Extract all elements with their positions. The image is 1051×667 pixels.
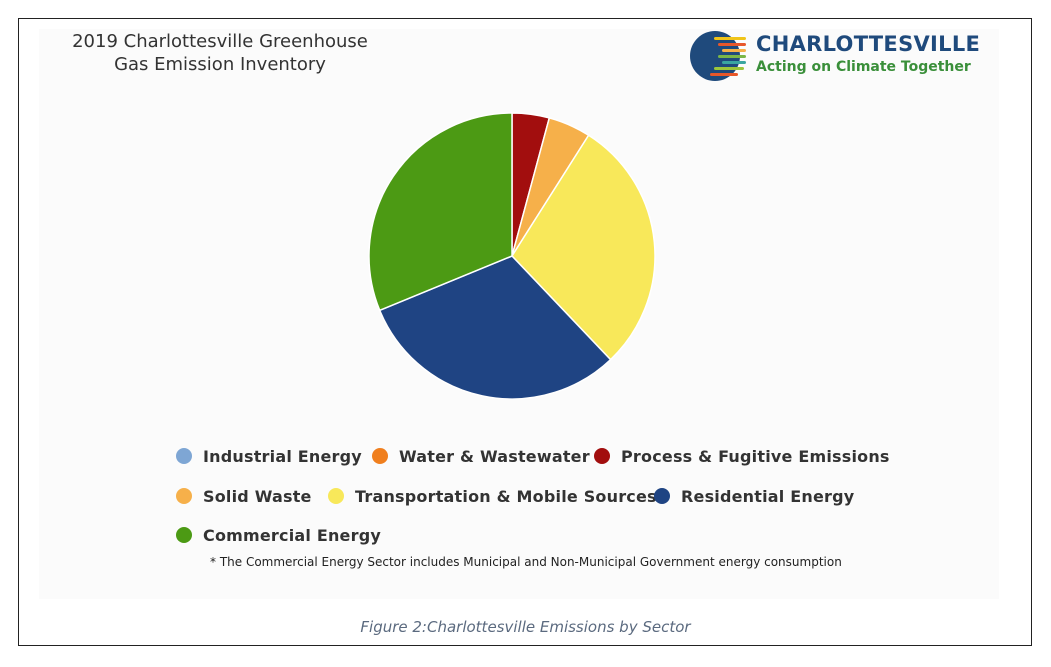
legend-swatch [654, 488, 670, 504]
pie-slice-transportation-mobile-sources[interactable] [511, 134, 656, 361]
legend-swatch [176, 448, 192, 464]
legend-swatch [176, 488, 192, 504]
legend-item-solid-waste[interactable]: Solid Waste [176, 485, 312, 507]
logo-tagline: Acting on Climate Together [756, 59, 971, 75]
charlottesville-logo: CHARLOTTESVILLE Acting on Climate Togeth… [688, 28, 981, 84]
legend-swatch [176, 527, 192, 543]
legend-label: Commercial Energy [203, 525, 381, 545]
pie-slice-commercial-energy[interactable] [368, 112, 513, 312]
legend-label: Solid Waste [203, 486, 312, 506]
legend-item-transportation-mobile-sources[interactable]: Transportation & Mobile Sources [328, 485, 657, 507]
legend-item-residential-energy[interactable]: Residential Energy [654, 485, 854, 507]
logo-globe-icon [690, 31, 746, 81]
logo-name: CHARLOTTESVILLE [756, 32, 981, 56]
legend-item-industrial-energy[interactable]: Industrial Energy [176, 445, 362, 467]
legend-label: Transportation & Mobile Sources [355, 486, 657, 506]
legend-item-commercial-energy[interactable]: Commercial Energy [176, 524, 381, 546]
legend-swatch [328, 488, 344, 504]
figure-caption: Figure 2:Charlottesville Emissions by Se… [360, 618, 691, 636]
legend-swatch [372, 448, 388, 464]
chart-title-line-2: Gas Emission Inventory [114, 54, 326, 75]
legend-label: Industrial Energy [203, 446, 362, 466]
legend-item-process-fugitive-emissions[interactable]: Process & Fugitive Emissions [594, 445, 890, 467]
legend-swatch [594, 448, 610, 464]
chart-title-line-1: 2019 Charlottesville Greenhouse [72, 31, 368, 52]
footnote: * The Commercial Energy Sector includes … [210, 555, 842, 569]
pie-slice-residential-energy[interactable] [378, 255, 612, 400]
legend-label: Water & Wastewater [399, 446, 590, 466]
legend-label: Process & Fugitive Emissions [621, 446, 890, 466]
legend-label: Residential Energy [681, 486, 855, 506]
legend-item-water-wastewater[interactable]: Water & Wastewater [372, 445, 590, 467]
chart-title: 2019 Charlottesville Greenhouse Gas Emis… [55, 30, 385, 76]
